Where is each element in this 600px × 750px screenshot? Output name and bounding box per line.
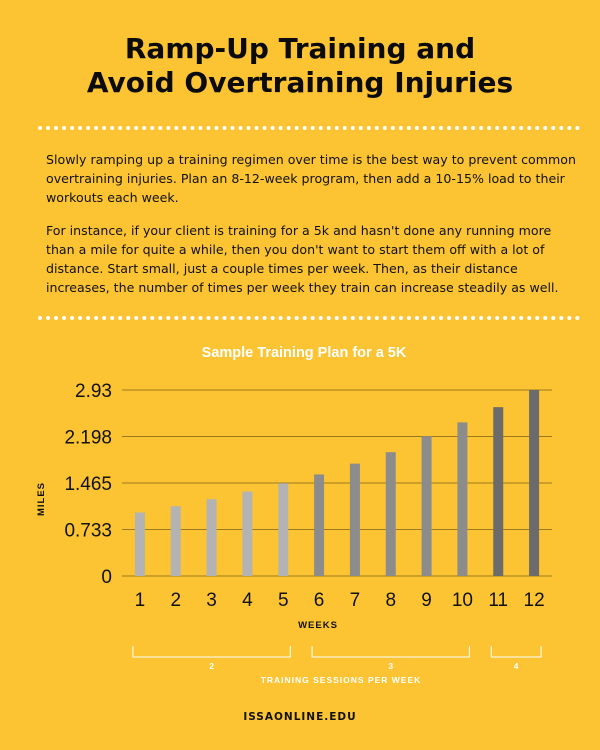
x-tick-label: 7	[350, 590, 361, 611]
intro-paragraph: Slowly ramping up a training regimen ove…	[46, 152, 576, 205]
dotted-divider-top	[38, 126, 580, 130]
title-line-2: Avoid Overtraining Injuries	[86, 66, 514, 99]
bar-week-12	[529, 390, 540, 576]
x-tick-label: 6	[314, 590, 325, 611]
title-line-1: Ramp-Up Training and	[124, 32, 476, 65]
y-tick-label: 2.198	[64, 427, 112, 448]
x-tick-label: 5	[278, 590, 289, 611]
y-tick-label: 0	[101, 567, 112, 588]
x-tick-label: 12	[524, 590, 545, 611]
x-axis-label: WEEKS	[298, 620, 338, 631]
bar-week-6	[314, 474, 325, 576]
x-tick-label: 9	[421, 590, 432, 611]
bar-week-8	[385, 452, 396, 576]
dotted-divider-bottom	[38, 316, 580, 320]
x-tick-label: 1	[135, 590, 146, 611]
site-url: ISSAONLINE.EDU	[243, 711, 357, 723]
page-title: Ramp-Up Training and Avoid Overtraining …	[0, 32, 600, 100]
y-tick-label: 1.465	[64, 474, 112, 495]
sessions-count-label: 2	[209, 661, 214, 671]
x-tick-label: 4	[242, 590, 253, 611]
example-paragraph: For instance, if your client is training…	[46, 223, 559, 295]
sessions-bracket	[132, 646, 291, 658]
x-tick-label: 8	[385, 590, 396, 611]
sessions-count-label: 4	[514, 661, 519, 671]
y-tick-label: 0.733	[64, 520, 112, 541]
bar-week-9	[421, 436, 432, 576]
sessions-label: TRAINING SESSIONS PER WEEK	[261, 675, 422, 685]
bar-week-2	[170, 506, 181, 576]
bar-week-5	[278, 483, 289, 576]
bar-week-10	[457, 422, 468, 576]
bar-week-1	[134, 512, 145, 576]
bar-week-7	[349, 463, 360, 576]
bar-week-4	[242, 491, 253, 576]
bar-week-11	[493, 407, 504, 576]
x-tick-label: 10	[452, 590, 473, 611]
sessions-count-label: 3	[388, 661, 393, 671]
sessions-bracket	[490, 646, 542, 658]
y-axis-label: MILES	[36, 482, 47, 516]
y-tick-label: 2.93	[75, 381, 112, 402]
x-tick-label: 11	[488, 590, 508, 611]
chart-title: Sample Training Plan for a 5K	[202, 345, 407, 361]
x-tick-label: 3	[206, 590, 217, 611]
bar-week-3	[206, 499, 217, 576]
sessions-bracket	[311, 646, 470, 658]
x-tick-label: 2	[170, 590, 181, 611]
